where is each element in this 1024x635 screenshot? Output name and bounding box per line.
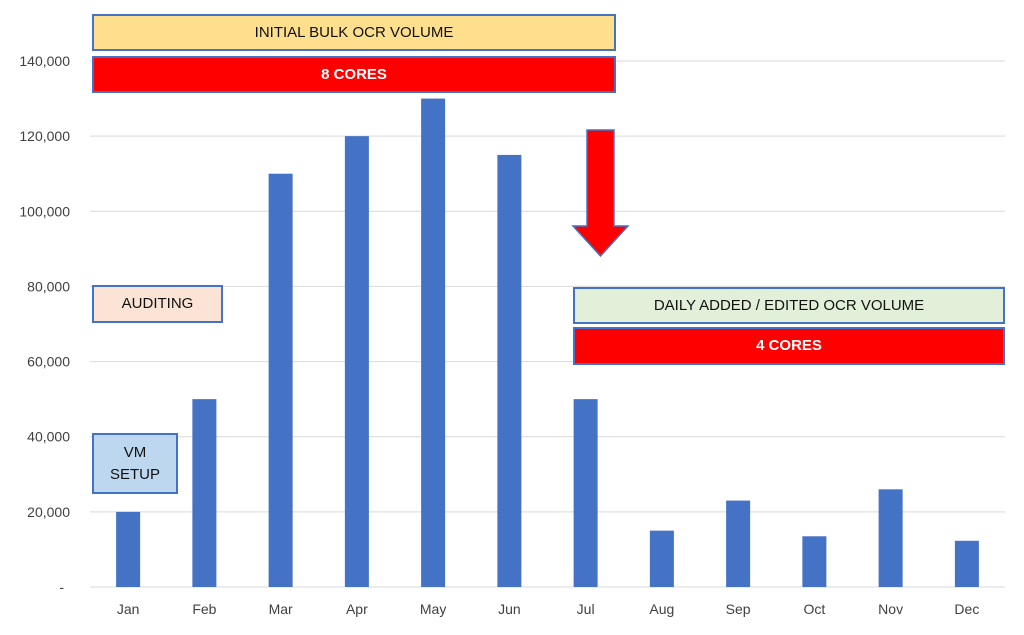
bar-apr — [344, 136, 369, 587]
x-tick-label: Jul — [577, 601, 595, 617]
x-tick-label: Feb — [192, 601, 216, 617]
bar-jul — [573, 399, 598, 587]
y-tick-label: 120,000 — [19, 128, 70, 144]
x-tick-label: Dec — [954, 601, 979, 617]
initial-bulk-label: INITIAL BULK OCR VOLUME — [92, 14, 616, 51]
bar-feb — [192, 399, 217, 587]
x-tick-label: Oct — [803, 601, 825, 617]
eight-cores-label: 8 CORES — [92, 56, 616, 93]
x-tick-label: Mar — [269, 601, 293, 617]
y-tick-label: 60,000 — [27, 354, 70, 370]
x-tick-label: Sep — [726, 601, 751, 617]
bar-may — [421, 98, 446, 588]
y-tick-label: 20,000 — [27, 504, 70, 520]
bar-sep — [726, 500, 751, 587]
bar-mar — [268, 173, 293, 587]
bar-jun — [497, 154, 522, 587]
x-tick-label: May — [420, 601, 446, 617]
x-tick-label: Jun — [498, 601, 521, 617]
x-tick-label: Apr — [346, 601, 368, 617]
bar-dec — [954, 540, 979, 587]
down-arrow — [571, 129, 630, 258]
bar-nov — [878, 489, 903, 587]
y-tick-label: 100,000 — [19, 203, 70, 219]
bar-jan — [116, 511, 141, 587]
x-tick-label: Nov — [878, 601, 903, 617]
auditing-label: AUDITING — [92, 285, 223, 323]
y-tick-label: 80,000 — [27, 278, 70, 294]
x-tick-label: Jan — [117, 601, 140, 617]
y-tick-label: 40,000 — [27, 429, 70, 445]
bars — [116, 98, 979, 588]
y-tick-label: - — [59, 579, 64, 595]
y-axis-ticks: - 20,000 40,000 60,000 80,000 100,000 120,000 1… — [19, 53, 70, 595]
bar-aug — [649, 530, 674, 587]
x-axis-ticks: Jan Feb Mar Apr May Jun Jul Aug Sep Oct Nov Dec — [117, 601, 979, 617]
four-cores-label: 4 CORES — [573, 327, 1005, 365]
bar-oct — [802, 536, 827, 587]
y-tick-label: 140,000 — [19, 53, 70, 69]
vm-setup-label: VM SETUP — [92, 433, 178, 494]
gridlines — [90, 60, 1005, 588]
x-tick-label: Aug — [649, 601, 674, 617]
daily-added-label: DAILY ADDED / EDITED OCR VOLUME — [573, 287, 1005, 324]
